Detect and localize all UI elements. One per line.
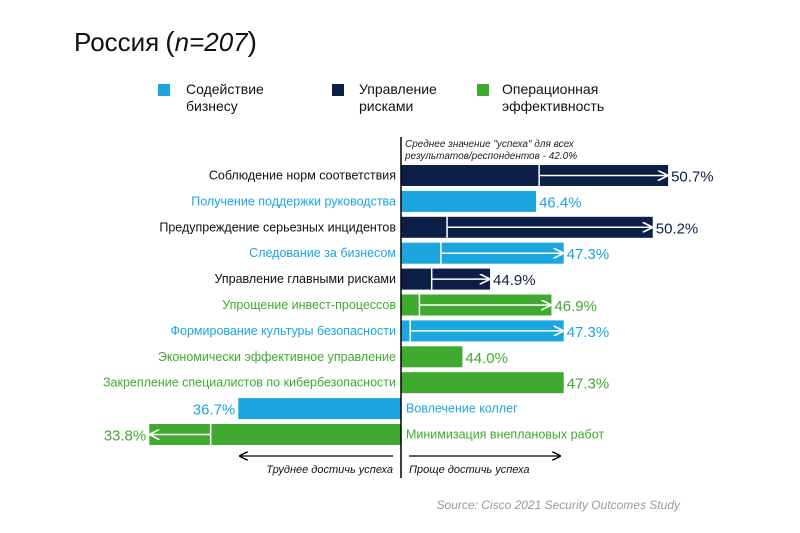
value-label-предупреждение-серьезных-инцидентов: 50.2%	[656, 220, 699, 237]
legend-risk-line2: рисками	[359, 98, 413, 114]
category-label-экономически-эффективное-управление: Экономически эффективное управление	[158, 350, 396, 364]
value-label-вовлечение-коллег: 36.7%	[193, 402, 236, 419]
bar-закрепление-специалистов-по-кибербезопасности	[401, 372, 564, 394]
bar-вовлечение-коллег	[238, 398, 401, 420]
legend-business-line1: Содействие	[186, 81, 264, 97]
legend-swatch-business	[158, 84, 170, 96]
bars-layer: Соблюдение норм соответствия 50.7% Получен…	[103, 165, 714, 445]
legend-swatch-ops	[477, 84, 489, 96]
value-label-получение-поддержки-руководства: 46.4%	[539, 194, 582, 211]
baseline-note-line2: результатов/респондентов - 42.0%	[404, 151, 577, 162]
value-label-экономически-эффективное-управление: 44.0%	[465, 350, 508, 367]
baseline-note-line1: Среднее значение "успеха" для всех	[405, 139, 575, 150]
category-label-получение-поддержки-руководства: Получение поддержки руководства	[191, 194, 396, 208]
footer-left-label: Труднее достичь успеха	[266, 464, 393, 476]
bar-соблюдение-норм-соответствия	[401, 165, 669, 186]
legend: Содействие бизнесу Управление рисками Оп…	[158, 81, 604, 114]
title-n: n=207	[175, 27, 250, 57]
category-label-предупреждение-серьезных-инцидентов: Предупреждение серьезных инцидентов	[159, 220, 396, 234]
category-label-соблюдение-норм-соответствия: Соблюдение норм соответствия	[209, 169, 396, 183]
footer-right-label: Проще достичь успеха	[409, 464, 529, 476]
title-paren-close: )	[248, 26, 257, 57]
legend-business-line2: бизнесу	[186, 98, 238, 114]
value-label-управление-главными-рисками: 44.9%	[493, 272, 536, 289]
legend-risk-line1: Управление	[359, 81, 437, 97]
source-note: Source: Cisco 2021 Security Outcomes Stu…	[437, 498, 681, 512]
title-paren-open: (	[165, 26, 175, 57]
category-label-упрощение-инвест-процессов: Упрощение инвест-процессов	[222, 298, 396, 312]
legend-swatch-risk	[332, 84, 344, 96]
title-main: Россия	[74, 27, 159, 57]
category-label-управление-главными-рисками: Управление главными рисками	[214, 272, 396, 286]
legend-ops-line1: Операционная	[502, 81, 598, 97]
category-label-формирование-культуры-безопасности: Формирование культуры безопасности	[171, 324, 396, 338]
bar-экономически-эффективное-управление	[401, 346, 463, 368]
value-label-соблюдение-норм-соответствия: 50.7%	[671, 169, 714, 186]
value-label-закрепление-специалистов-по-кибербезопасности: 47.3%	[567, 376, 610, 393]
category-label-следование-за-бизнесом: Следование за бизнесом	[249, 246, 396, 260]
value-label-упрощение-инвест-процессов: 46.9%	[554, 298, 597, 315]
category-label-минимизация-внеплановых-работ: Минимизация внеплановых работ	[406, 428, 604, 442]
value-label-формирование-культуры-безопасности: 47.3%	[567, 324, 610, 341]
bar-минимизация-внеплановых-работ	[149, 424, 401, 445]
chart-title: Россия (n=207)	[74, 26, 257, 57]
value-label-минимизация-внеплановых-работ: 33.8%	[104, 428, 147, 445]
value-label-следование-за-бизнесом: 47.3%	[567, 246, 610, 263]
legend-ops-line2: эффективность	[502, 98, 604, 114]
category-label-вовлечение-коллег: Вовлечение коллег	[406, 402, 518, 416]
category-label-закрепление-специалистов-по-кибербезопасности: Закрепление специалистов по кибербезопас…	[103, 376, 396, 390]
bar-получение-поддержки-руководства	[401, 190, 537, 212]
